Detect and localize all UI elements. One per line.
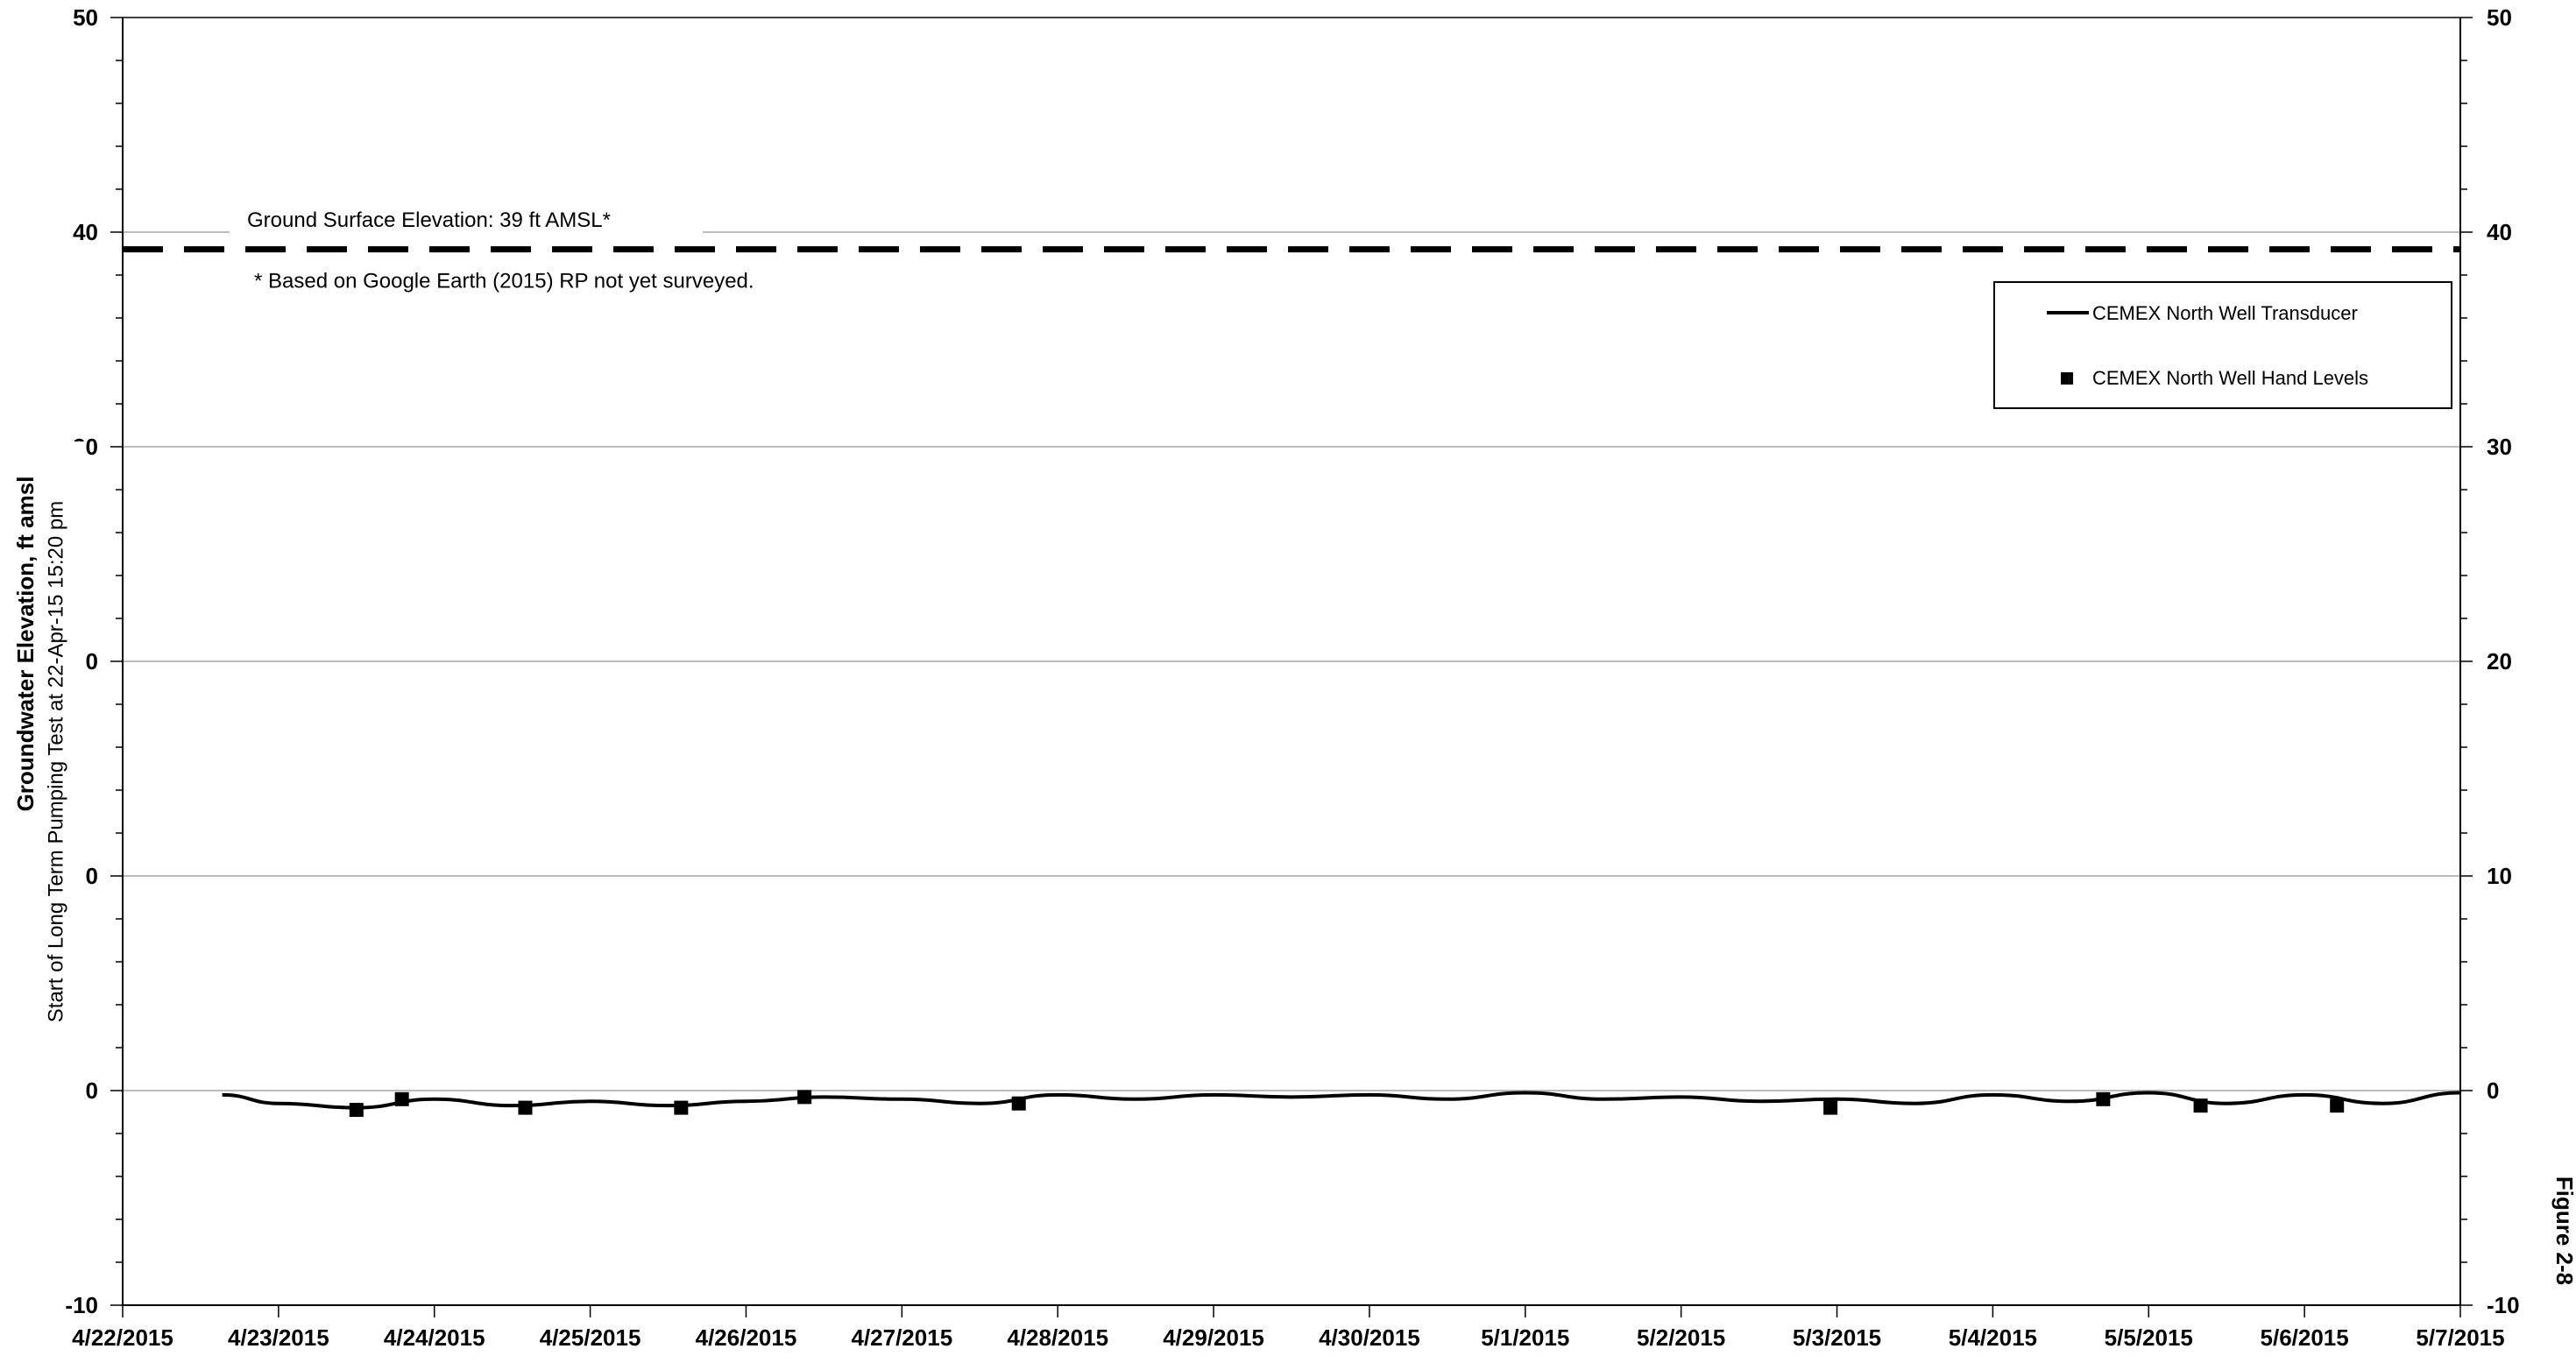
x-tick-label: 4/29/2015 bbox=[1163, 1324, 1264, 1351]
legend: CEMEX North Well Transducer CEMEX North W… bbox=[1993, 281, 2452, 409]
x-tick-label: 5/5/2015 bbox=[2105, 1324, 2193, 1351]
x-tick-label: 4/28/2015 bbox=[1007, 1324, 1108, 1351]
y-tick-label-right: 20 bbox=[2487, 648, 2512, 674]
y-tick-label-right: 30 bbox=[2487, 434, 2512, 460]
hand-level-marker bbox=[1823, 1100, 1838, 1115]
legend-marker-swatch bbox=[2061, 372, 2073, 385]
hand-level-marker bbox=[1011, 1096, 1026, 1111]
axes-layer: -10-1000101020203030404050504/22/20154/2… bbox=[65, 4, 2519, 1351]
y-tick-label-right: 50 bbox=[2487, 4, 2512, 31]
series-transducer-line bbox=[222, 1091, 2461, 1110]
hand-level-marker bbox=[797, 1090, 812, 1105]
x-tick-label: 4/23/2015 bbox=[228, 1324, 329, 1351]
y-tick-label-left: 0 bbox=[86, 1077, 98, 1104]
x-tick-label: 5/6/2015 bbox=[2261, 1324, 2349, 1351]
y-axis-title: Groundwater Elevation, ft amsl bbox=[12, 477, 39, 812]
x-tick-label: 4/24/2015 bbox=[384, 1324, 485, 1351]
y-tick-label-left: 40 bbox=[73, 219, 98, 245]
x-tick-label: 4/30/2015 bbox=[1319, 1324, 1420, 1351]
x-tick-label: 4/27/2015 bbox=[851, 1324, 952, 1351]
annotation-layer: Ground Surface Elevation: 39 ft AMSL* * B… bbox=[27, 208, 2460, 1063]
vertical-marker-label: Start of Long Term Pumping Test at 22-Ap… bbox=[45, 501, 68, 1022]
y-tick-label-right: 40 bbox=[2487, 219, 2512, 245]
y-tick-label-right: -10 bbox=[2487, 1292, 2520, 1318]
legend-label-hand-levels: CEMEX North Well Hand Levels bbox=[2092, 367, 2368, 389]
ground-surface-label-bg bbox=[230, 211, 703, 236]
x-tick-label: 4/25/2015 bbox=[540, 1324, 641, 1351]
y-tick-label-left: -10 bbox=[65, 1292, 98, 1318]
y-tick-label-left: 50 bbox=[73, 4, 98, 31]
x-tick-label: 5/7/2015 bbox=[2416, 1324, 2504, 1351]
hand-level-marker bbox=[674, 1100, 689, 1115]
ground-surface-label: Ground Surface Elevation: 39 ft AMSL* bbox=[247, 208, 611, 232]
legend-box bbox=[1993, 281, 2452, 409]
x-tick-label: 5/2/2015 bbox=[1637, 1324, 1725, 1351]
x-tick-label: 5/4/2015 bbox=[1949, 1324, 2037, 1351]
x-tick-label: 5/1/2015 bbox=[1481, 1324, 1569, 1351]
series-layer bbox=[222, 1090, 2461, 1118]
hand-level-marker bbox=[2193, 1098, 2208, 1113]
x-tick-label: 4/22/2015 bbox=[72, 1324, 173, 1351]
y-tick-label-right: 0 bbox=[2487, 1077, 2499, 1104]
hand-level-marker bbox=[349, 1103, 364, 1118]
hand-level-marker bbox=[394, 1091, 409, 1106]
figure-label: Figure 2-8 bbox=[2551, 1176, 2576, 1285]
legend-label-transducer: CEMEX North Well Transducer bbox=[2092, 302, 2358, 324]
vertical-marker-label-bg bbox=[27, 441, 86, 1063]
y-tick-label-right: 10 bbox=[2487, 863, 2512, 889]
ground-surface-note: * Based on Google Earth (2015) RP not ye… bbox=[254, 270, 754, 293]
hand-level-marker bbox=[2330, 1098, 2345, 1113]
x-tick-label: 5/3/2015 bbox=[1793, 1324, 1881, 1351]
hand-level-marker bbox=[518, 1100, 533, 1115]
x-tick-label: 4/26/2015 bbox=[696, 1324, 797, 1351]
hand-level-marker bbox=[2096, 1091, 2111, 1106]
